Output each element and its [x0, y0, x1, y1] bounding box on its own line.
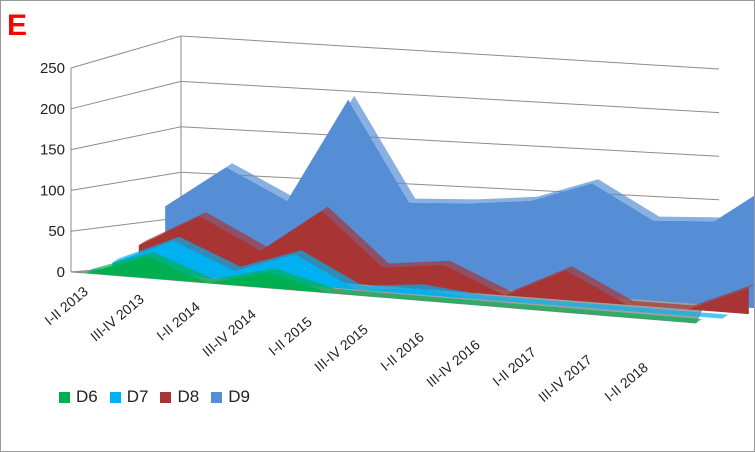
x-tick-label: I-II 2017: [489, 344, 539, 389]
y-tick-label: 100: [40, 182, 65, 199]
x-tick-label: III-IV 2017: [535, 351, 595, 405]
x-tick-label: I-II 2018: [601, 359, 651, 404]
series-lip-D8: [138, 206, 754, 310]
series-area-D6: [86, 256, 696, 323]
gridline-back-150: [180, 126, 720, 157]
legend: D6 D7 D8 D9: [59, 387, 262, 407]
gridline-back-200: [180, 80, 720, 114]
gridline-back-100: [180, 171, 720, 201]
series-lip-D9: [165, 95, 754, 222]
x-tick-label: III-IV 2014: [199, 306, 259, 360]
legend-label: D9: [228, 387, 250, 406]
legend-swatch: [109, 391, 121, 403]
x-tick-label: I-II 2016: [377, 329, 427, 374]
gridline-left-100: [70, 171, 182, 191]
x-tick-label: I-II 2014: [153, 298, 203, 343]
legend-swatch: [211, 391, 223, 403]
y-tick-label: 250: [40, 60, 65, 77]
x-tick-label: I-II 2015: [265, 313, 315, 358]
y-tick-label: 0: [57, 264, 65, 281]
gridline-left-50: [70, 217, 182, 232]
x-tick-label: III-IV 2013: [87, 291, 147, 345]
y-axis-ticks: 0 50 100 150 200 250: [40, 60, 65, 281]
legend-item-D8: D8: [160, 387, 199, 407]
gridline-left-200: [70, 80, 182, 110]
x-tick-label: I-II 2013: [41, 283, 91, 328]
x-tick-label: III-IV 2015: [311, 321, 371, 375]
series-area-D8: [138, 210, 749, 315]
gridline-left-150: [70, 126, 182, 151]
gridline-left-250: [70, 35, 182, 69]
legend-label: D6: [76, 387, 98, 406]
legend-item-D7: D7: [109, 387, 149, 407]
series-layer: [85, 95, 754, 324]
series-lip-D6: [86, 252, 702, 323]
y-tick-label: 200: [40, 101, 65, 118]
x-tick-label: III-IV 2016: [423, 336, 483, 390]
y-tick-label: 50: [48, 223, 65, 240]
legend-label: D7: [126, 387, 149, 406]
legend-label: D8: [177, 387, 200, 406]
legend-swatch: [160, 391, 172, 403]
legend-item-D6: D6: [59, 387, 98, 407]
gridline-back-250: [180, 35, 720, 70]
series-lip-D7: [112, 236, 729, 319]
panel-label: E: [7, 9, 28, 42]
legend-swatch: [59, 391, 70, 403]
y-tick-label: 150: [40, 142, 65, 159]
legend-item-D9: D9: [211, 387, 250, 407]
